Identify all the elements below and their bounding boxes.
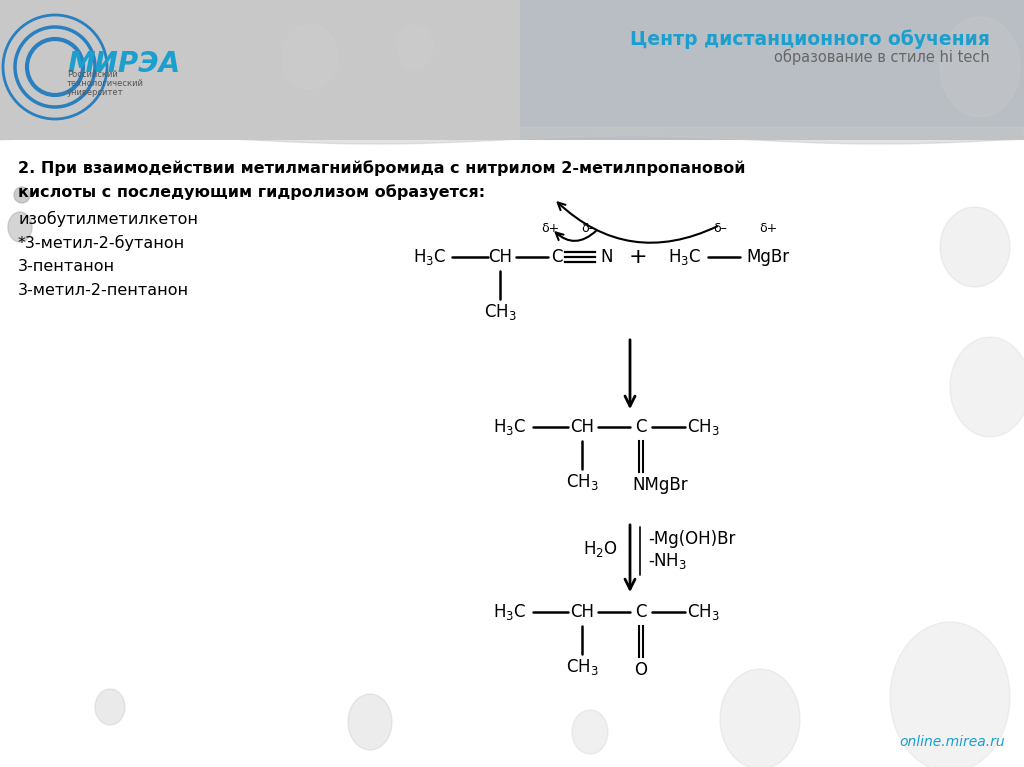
Text: MgBr: MgBr — [746, 248, 790, 266]
Text: N: N — [601, 248, 613, 266]
Text: 3-метил-2-пентанон: 3-метил-2-пентанон — [18, 283, 189, 298]
Text: технологический: технологический — [67, 79, 144, 88]
FancyArrowPatch shape — [556, 231, 596, 241]
Ellipse shape — [348, 694, 392, 750]
Text: H$_3$C: H$_3$C — [414, 247, 446, 267]
Text: C: C — [551, 248, 563, 266]
Text: H$_3$C: H$_3$C — [494, 417, 526, 437]
Ellipse shape — [950, 337, 1024, 437]
Text: -NH$_3$: -NH$_3$ — [648, 551, 687, 571]
Text: образование в стиле hi tech: образование в стиле hi tech — [774, 49, 990, 65]
Ellipse shape — [397, 25, 433, 69]
Polygon shape — [0, 127, 1024, 144]
Text: кислоты с последующим гидролизом образуется:: кислоты с последующим гидролизом образуе… — [18, 184, 485, 199]
FancyArrowPatch shape — [558, 202, 718, 242]
Text: δ–: δ– — [581, 222, 595, 235]
Text: Центр дистанционного обучения: Центр дистанционного обучения — [630, 29, 990, 48]
Text: 2. При взаимодействии метилмагнийбромида с нитрилом 2-метилпропановой: 2. При взаимодействии метилмагнийбромида… — [18, 160, 745, 176]
Ellipse shape — [95, 689, 125, 725]
Text: O: O — [635, 661, 647, 679]
Ellipse shape — [572, 710, 608, 754]
Text: δ–: δ– — [713, 222, 727, 235]
Bar — [520, 0, 1024, 140]
Ellipse shape — [940, 207, 1010, 287]
Text: -Mg(OH)Br: -Mg(OH)Br — [648, 530, 735, 548]
Text: C: C — [635, 603, 647, 621]
Text: Российский: Российский — [67, 70, 118, 79]
Bar — [0, 0, 1024, 140]
Text: CH: CH — [488, 248, 512, 266]
Text: H$_3$C: H$_3$C — [669, 247, 701, 267]
Text: δ+: δ+ — [759, 222, 777, 235]
Text: изобутилметилкетон: изобутилметилкетон — [18, 211, 198, 227]
Text: CH$_3$: CH$_3$ — [565, 657, 598, 677]
Text: NMgBr: NMgBr — [632, 476, 688, 494]
Text: CH$_3$: CH$_3$ — [565, 472, 598, 492]
Ellipse shape — [8, 212, 32, 242]
Ellipse shape — [890, 622, 1010, 767]
Ellipse shape — [14, 187, 30, 203]
Text: CH$_3$: CH$_3$ — [687, 417, 720, 437]
Text: online.mirea.ru: online.mirea.ru — [899, 735, 1005, 749]
Text: МИРЭА: МИРЭА — [67, 50, 180, 78]
Text: университет: университет — [67, 88, 124, 97]
Ellipse shape — [940, 17, 1020, 117]
Ellipse shape — [720, 669, 800, 767]
Text: CH: CH — [570, 418, 594, 436]
Text: H$_2$O: H$_2$O — [583, 539, 617, 559]
Text: δ+: δ+ — [541, 222, 559, 235]
Bar — [0, 140, 1024, 767]
Ellipse shape — [282, 25, 338, 89]
Text: 3-пентанон: 3-пентанон — [18, 259, 115, 274]
Text: CH: CH — [570, 603, 594, 621]
Text: *3-метил-2-бутанон: *3-метил-2-бутанон — [18, 235, 185, 251]
Text: CH$_3$: CH$_3$ — [687, 602, 720, 622]
Text: +: + — [629, 247, 647, 267]
Text: C: C — [635, 418, 647, 436]
Text: CH$_3$: CH$_3$ — [483, 302, 516, 322]
Text: H$_3$C: H$_3$C — [494, 602, 526, 622]
